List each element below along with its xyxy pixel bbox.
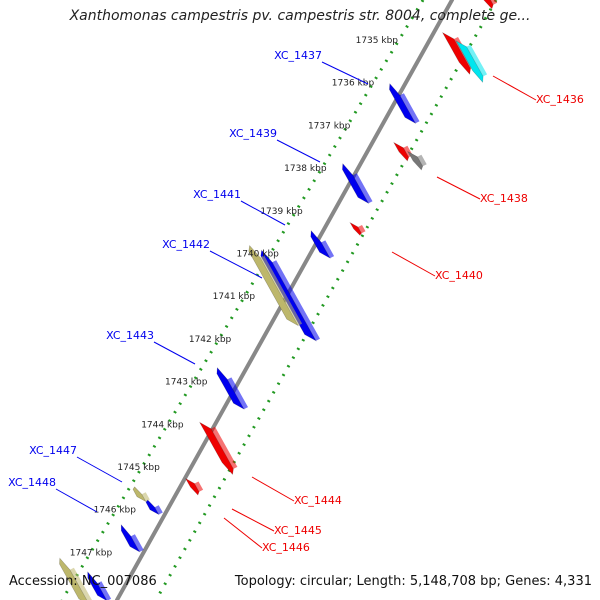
gene-bottom-blue-shade bbox=[97, 581, 112, 600]
kbp-tick-label: 1747 kbp bbox=[70, 548, 113, 558]
gene-xc1441-shade bbox=[321, 240, 335, 259]
label-xc1438: XC_1438 bbox=[480, 192, 528, 205]
kbp-tick-label: 1740 kbp bbox=[236, 250, 279, 260]
accession-text: Accession: NC_007086 bbox=[9, 574, 157, 589]
feature-olive-small bbox=[132, 486, 147, 503]
gene-xc1447-shade bbox=[154, 505, 163, 515]
label-xc1447: XC_1447 bbox=[29, 444, 77, 457]
gene-xc1437 bbox=[389, 82, 417, 125]
label-xc1437-leader bbox=[321, 61, 369, 85]
gene-xc1443-shade bbox=[227, 377, 248, 410]
label-xc1445: XC_1445 bbox=[274, 524, 322, 537]
gene-xc1439 bbox=[342, 162, 370, 205]
label-xc1436: XC_1436 bbox=[536, 93, 584, 106]
gene-bottom-blue bbox=[87, 571, 107, 600]
gene-xc1445 bbox=[184, 477, 200, 496]
feature-rna-shade bbox=[466, 44, 488, 77]
kbp-tick-label: 1745 kbp bbox=[117, 463, 160, 473]
label-xc1437: XC_1437 bbox=[274, 49, 322, 62]
gene-xc1442 bbox=[260, 249, 317, 342]
kbp-tick-label: 1741 kbp bbox=[213, 292, 256, 302]
feature-rna bbox=[455, 40, 484, 83]
gene-xc1448-shade bbox=[130, 534, 144, 552]
feature-olive-small-shade bbox=[141, 492, 150, 502]
gene-xc1437-shade bbox=[399, 93, 420, 124]
gene-top-red-shade bbox=[490, 0, 498, 5]
topology-summary: Topology: circular; Length: 5,148,708 bp… bbox=[234, 574, 592, 589]
kbp-tick-label: 1743 kbp bbox=[165, 378, 208, 388]
kbp-tick-label: 1746 kbp bbox=[94, 506, 137, 516]
gene-xc1440-shade bbox=[358, 225, 366, 234]
gene-xc1439-shade bbox=[352, 173, 373, 204]
gene-xc1440 bbox=[349, 221, 362, 236]
feature-pseudo bbox=[407, 150, 424, 171]
label-xc1441: XC_1441 bbox=[193, 188, 241, 201]
kbp-tick-label: 1736 kbp bbox=[332, 79, 375, 89]
gene-xc1448 bbox=[120, 523, 141, 553]
kbp-tick-label: 1735 kbp bbox=[356, 36, 399, 46]
kbp-tick-label: 1742 kbp bbox=[189, 335, 232, 345]
label-xc1436-leader bbox=[492, 75, 537, 101]
gene-xc1447 bbox=[145, 499, 160, 516]
gene-xc1442-shade bbox=[272, 260, 320, 341]
gene-xc1438 bbox=[393, 141, 410, 162]
label-xc1448: XC_1448 bbox=[8, 476, 56, 489]
feature-olive-bottom-shade bbox=[69, 567, 92, 600]
label-xc1443: XC_1443 bbox=[106, 329, 154, 342]
kbp-tick-label: 1739 kbp bbox=[260, 207, 303, 217]
gene-xc1436 bbox=[441, 31, 471, 75]
label-xc1444-leader bbox=[251, 476, 295, 502]
label-xc1445-leader bbox=[231, 508, 275, 532]
label-xc1443-leader bbox=[153, 341, 196, 365]
label-xc1439-leader bbox=[276, 139, 321, 163]
label-xc1442: XC_1442 bbox=[162, 238, 210, 251]
label-xc1444: XC_1444 bbox=[294, 494, 342, 507]
label-xc1440: XC_1440 bbox=[435, 269, 483, 282]
label-xc1438-leader bbox=[436, 176, 481, 200]
feature-pseudo-shade bbox=[417, 154, 427, 167]
label-xc1442-leader bbox=[209, 250, 263, 279]
gene-xc1443 bbox=[216, 367, 245, 410]
gene-xc1444-shade bbox=[211, 426, 238, 469]
feature-olive-large-shade bbox=[260, 255, 303, 326]
label-xc1446: XC_1446 bbox=[262, 541, 310, 554]
gene-xc1444 bbox=[198, 421, 234, 476]
label-xc1441-leader bbox=[240, 200, 286, 226]
label-xc1446-leader bbox=[223, 517, 263, 549]
label-xc1439: XC_1439 bbox=[229, 127, 277, 140]
dotted-ring-outer bbox=[154, 0, 498, 600]
kbp-tick-label: 1744 kbp bbox=[141, 420, 184, 430]
gene-xc1441 bbox=[310, 230, 331, 259]
map-title: Xanthomonas campestris pv. campestris st… bbox=[69, 8, 531, 24]
kbp-tick-label: 1737 kbp bbox=[308, 121, 351, 131]
gene-xc1445-shade bbox=[194, 481, 204, 492]
kbp-tick-label: 1738 kbp bbox=[284, 164, 327, 174]
feature-olive-large bbox=[248, 244, 299, 327]
dotted-ring-inner bbox=[60, 0, 425, 600]
label-xc1447-leader bbox=[76, 456, 123, 483]
label-xc1440-leader bbox=[391, 251, 436, 277]
gene-top-red bbox=[483, 0, 494, 10]
label-xc1448-leader bbox=[55, 488, 98, 513]
